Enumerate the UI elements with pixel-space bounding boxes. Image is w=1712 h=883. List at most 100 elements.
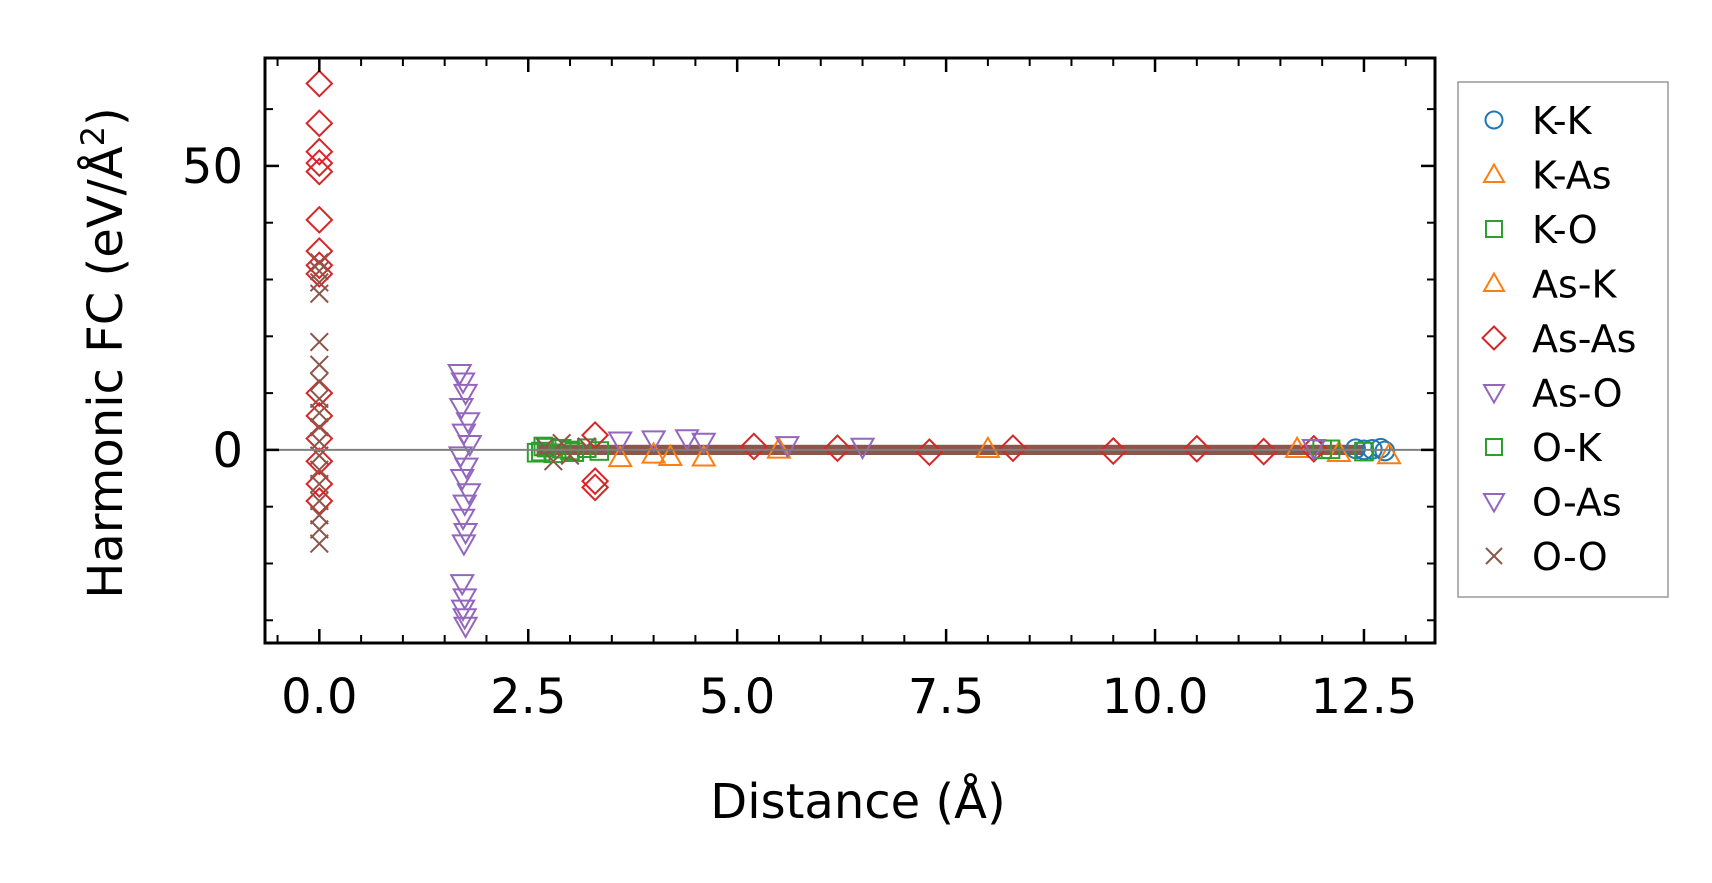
data-point (543, 451, 563, 471)
legend-marker (1482, 162, 1506, 183)
y-axis-label-main: Harmonic FC (eV/Å (77, 146, 134, 599)
data-point (975, 435, 1001, 459)
data-point (535, 437, 555, 457)
data-point (449, 469, 475, 492)
legend-item-k-o: K-O (1485, 208, 1598, 252)
data-point (309, 519, 329, 539)
data-point (533, 436, 554, 457)
data-point (305, 109, 334, 138)
data-point (305, 205, 334, 234)
data-point (581, 467, 610, 496)
data-point (536, 437, 557, 458)
data-point (305, 157, 334, 186)
data-point (309, 372, 329, 392)
legend-label: As-K (1532, 263, 1618, 307)
y-tick-label: 0 (212, 423, 243, 479)
data-point (309, 491, 329, 511)
data-point (452, 383, 479, 407)
data-point (305, 469, 334, 499)
data-point (451, 423, 477, 446)
x-tick-label: 10.0 (1102, 669, 1209, 725)
data-point (739, 432, 768, 461)
data-point (447, 446, 474, 469)
legend-label: O-K (1532, 426, 1603, 470)
data-point (1182, 434, 1211, 463)
legend-label: O-O (1532, 535, 1608, 579)
data-point (1354, 441, 1374, 462)
x-tick-label: 2.5 (490, 669, 566, 725)
data-point (1326, 439, 1352, 462)
legend-marker (1482, 493, 1506, 514)
data-point (309, 284, 329, 304)
data-point (1249, 437, 1278, 466)
data-point (1099, 436, 1128, 466)
legend-marker (1481, 325, 1507, 351)
data-point (455, 412, 481, 435)
data-point (581, 473, 610, 502)
data-point (640, 430, 667, 453)
data-point (450, 508, 476, 532)
data-point (674, 429, 700, 452)
data-point (998, 434, 1028, 463)
legend-item-k-as: K-As (1482, 154, 1612, 198)
legend-marker (1485, 220, 1503, 238)
data-point (309, 534, 329, 554)
data-point (448, 398, 475, 421)
legend-label: O-As (1532, 481, 1622, 525)
data-point (450, 599, 476, 622)
legend-label: K-O (1532, 208, 1598, 252)
y-axis-label-close: ) (78, 107, 134, 126)
data-point (849, 437, 876, 461)
data-point (452, 616, 479, 639)
data-layer (305, 69, 1402, 639)
legend-item-o-as: O-As (1482, 481, 1622, 525)
x-tick-label: 7.5 (908, 669, 984, 725)
legend: K-K K-As K-O As-K As-As As-O O-K O-As O-O (1457, 81, 1669, 598)
x-axis-label: Distance (Å) (710, 773, 1005, 830)
data-point (309, 389, 329, 409)
series-k-as (607, 435, 1402, 468)
data-point (1376, 441, 1402, 465)
data-point (453, 457, 480, 480)
legend-marker (1485, 547, 1503, 565)
data-point (452, 522, 479, 546)
x-tick-label: 12.5 (1311, 669, 1418, 725)
legend-marker (1485, 438, 1503, 456)
legend-item-k-k: K-K (1484, 99, 1593, 143)
data-point (691, 432, 717, 455)
legend-marker (1482, 384, 1506, 405)
y-axis-label: Harmonic FC (eV/Å2) (74, 107, 134, 599)
data-point (309, 431, 329, 451)
axis-ticks (265, 58, 1435, 643)
data-point (305, 486, 334, 516)
series-as-o (446, 363, 483, 639)
data-point (309, 403, 329, 423)
data-point (915, 438, 944, 467)
legend-label: As-As (1532, 317, 1636, 361)
data-point (305, 69, 334, 98)
legend-label: As-O (1532, 372, 1622, 416)
legend-label: K-K (1532, 99, 1593, 143)
legend-item-o-k: O-K (1485, 426, 1603, 470)
data-point (452, 494, 478, 517)
data-point (766, 436, 792, 459)
legend-item-o-o: O-O (1485, 535, 1608, 579)
legend-item-as-k: As-K (1482, 263, 1618, 307)
data-point (449, 574, 475, 597)
legend-marker (1484, 110, 1504, 130)
data-point (640, 441, 667, 464)
plot-frame (263, 56, 1437, 645)
legend-items: K-K K-As K-O As-K As-As As-O O-K O-As O-O (1481, 99, 1636, 579)
data-point (581, 421, 610, 450)
x-tick-label: 5.0 (699, 669, 775, 725)
data-point (451, 534, 477, 557)
data-point (774, 436, 801, 459)
data-point (1374, 440, 1396, 462)
data-point (305, 251, 334, 280)
x-tick-label: 0.0 (281, 669, 357, 725)
legend-item-as-o: As-O (1482, 372, 1622, 416)
data-point (691, 444, 717, 467)
data-point (456, 483, 482, 506)
y-tick-label: 50 (182, 139, 243, 195)
data-point (823, 434, 852, 463)
